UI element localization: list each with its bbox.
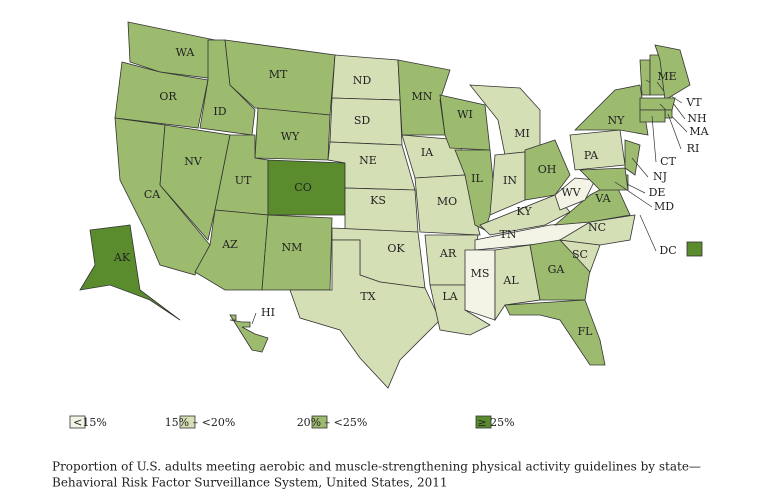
state-label: CA [144, 188, 161, 201]
state-label: AL [502, 274, 519, 287]
state-label: TN [500, 228, 517, 241]
state-label: MT [269, 68, 288, 81]
leader-line [651, 115, 657, 163]
state [574, 84, 649, 136]
state-label: CT [660, 155, 676, 168]
state-label: WI [457, 108, 473, 121]
state-label: MO [437, 195, 457, 208]
state [229, 314, 269, 353]
state [479, 194, 571, 236]
state [504, 299, 606, 366]
state [414, 174, 481, 236]
state-label: DE [649, 186, 666, 199]
state-label: IL [471, 172, 483, 185]
state-label: FL [578, 325, 594, 338]
state-label: MA [689, 125, 709, 138]
state-label: HI [261, 306, 275, 319]
state-label: WA [176, 46, 196, 59]
state-label: AR [439, 247, 457, 260]
legend-swatch [311, 415, 328, 429]
state-label: OR [159, 90, 177, 103]
state-label: OH [538, 163, 557, 176]
state-label: ID [213, 105, 226, 118]
state-label: GA [548, 263, 566, 276]
state-label: KS [370, 194, 386, 207]
state [639, 59, 651, 96]
state [624, 139, 641, 176]
state-label: MN [412, 90, 433, 103]
state [654, 44, 691, 101]
leader-line [667, 113, 682, 150]
state-label: NJ [653, 170, 667, 183]
state [127, 21, 216, 79]
state [464, 249, 496, 321]
state [289, 239, 441, 389]
state-label: RI [687, 142, 700, 155]
state-label: IA [421, 146, 434, 159]
state-label: VA [594, 192, 611, 205]
leader-line [659, 103, 688, 133]
legend-swatch [475, 415, 492, 429]
leader-line [624, 182, 646, 194]
state [114, 61, 209, 129]
leader-line [631, 157, 649, 178]
state [554, 177, 596, 211]
state-label: SC [572, 248, 588, 261]
state-label: WV [561, 186, 581, 199]
state-label: OK [387, 242, 405, 255]
state-label: ND [353, 74, 372, 87]
legend-swatch [179, 415, 196, 429]
state-label: SD [354, 114, 371, 127]
state [579, 167, 629, 191]
state [686, 241, 703, 257]
state-label: NC [588, 221, 606, 234]
state-label: NH [687, 112, 706, 125]
legend-swatch [69, 415, 86, 429]
leader-line [251, 312, 257, 325]
state-label: NY [608, 114, 626, 127]
state [439, 94, 491, 151]
state-label: TX [360, 290, 375, 303]
state [639, 109, 666, 123]
state [524, 139, 571, 201]
state-label: DC [659, 244, 676, 257]
state-label: AK [113, 251, 131, 264]
state-label: MS [471, 267, 490, 280]
state-label: VT [685, 96, 702, 109]
state-label: IN [503, 174, 517, 187]
caption: Behavioral Risk Factor Surveillance Syst… [52, 476, 448, 490]
state [494, 244, 541, 322]
state-label: ME [657, 70, 676, 83]
state-label: WY [281, 130, 300, 143]
legend-label: 15% – <20% [165, 416, 236, 429]
state-label: LA [442, 290, 458, 303]
leader-line [614, 181, 653, 208]
state-label: MD [654, 200, 674, 213]
state-label: NE [359, 154, 377, 167]
legend-label: ≥ 25% [477, 416, 514, 429]
state [639, 97, 676, 111]
state-label: NM [282, 241, 303, 254]
state [79, 224, 181, 321]
legend-label: 20% – <25% [297, 416, 368, 429]
state-label: CO [294, 181, 311, 194]
state-label: PA [584, 149, 599, 162]
state-label: KY [516, 205, 532, 218]
state [664, 109, 673, 119]
caption: Proportion of U.S. adults meeting aerobi… [52, 460, 701, 474]
state-label: MI [514, 127, 530, 140]
state-label: NV [184, 155, 203, 168]
state [558, 214, 636, 246]
state-label: UT [235, 174, 252, 187]
leader-line [639, 214, 657, 252]
state-label: AZ [221, 238, 238, 251]
legend-label: <15% [73, 416, 107, 429]
state [159, 124, 231, 241]
